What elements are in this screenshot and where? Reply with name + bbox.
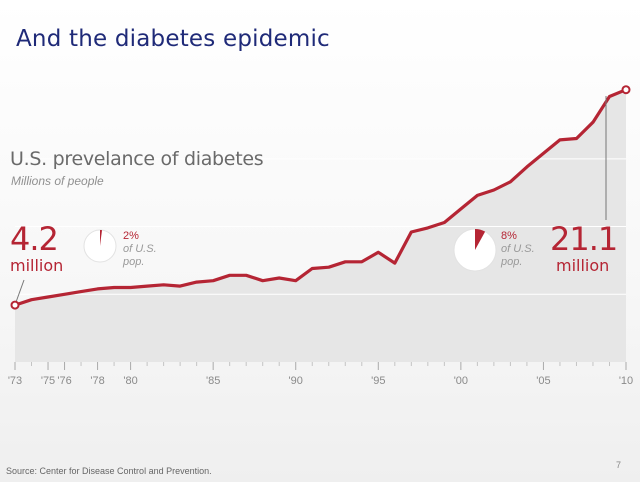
- end-value: 21.1: [550, 220, 618, 258]
- end-pie-slice: [475, 229, 486, 250]
- page-number: 7: [616, 460, 622, 470]
- start-unit: million: [10, 256, 64, 275]
- end-pct-desc-1: of U.S.: [501, 243, 535, 255]
- start-pie-slice: [100, 230, 103, 246]
- x-tick-label: '73: [8, 375, 22, 387]
- start-pct-label: 2% of U.S. pop.: [123, 230, 157, 269]
- x-tick-label: '90: [289, 375, 303, 387]
- end-pct-pie: [453, 228, 497, 272]
- x-tick-label: '75: [41, 375, 55, 387]
- x-tick-label: '80: [123, 375, 137, 387]
- end-pct-label: 8% of U.S. pop.: [501, 230, 535, 269]
- x-tick-label: '76: [57, 375, 71, 387]
- x-axis-tick-labels: '73 '75'76 '78 '80 '85 '90 '95 '00 '05 '10: [8, 375, 633, 387]
- start-callout-leader: [15, 279, 25, 303]
- chart-title: U.S. prevelance of diabetes: [10, 148, 264, 170]
- area-fill: [15, 89, 626, 362]
- end-point-marker: [621, 85, 631, 95]
- x-tick-label: '10: [619, 375, 633, 387]
- x-tick-label: '05: [536, 375, 550, 387]
- start-value: 4.2: [10, 220, 59, 258]
- x-tick-label: '00: [454, 375, 468, 387]
- end-pct-desc-2: pop.: [501, 256, 523, 268]
- start-pct-number: 2%: [123, 230, 139, 242]
- end-unit: million: [556, 256, 610, 275]
- start-pct-pie: [83, 229, 117, 263]
- x-tick-label: '78: [90, 375, 104, 387]
- start-point-marker: [10, 300, 20, 310]
- end-pct-number: 8%: [501, 230, 517, 242]
- start-pct-desc-2: pop.: [123, 256, 145, 268]
- source-note: Source: Center for Disease Control and P…: [6, 466, 212, 476]
- slide-title: And the diabetes epidemic: [16, 26, 330, 52]
- x-tick-label: '95: [371, 375, 385, 387]
- chart-subtitle: Millions of people: [11, 174, 104, 188]
- x-tick-label: '85: [206, 375, 220, 387]
- start-pct-desc-1: of U.S.: [123, 243, 157, 255]
- x-axis-ticks: [14, 362, 627, 370]
- series-line: [13, 88, 628, 307]
